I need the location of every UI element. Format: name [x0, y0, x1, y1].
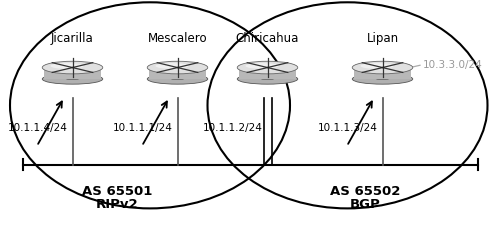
Text: AS 65501: AS 65501	[82, 185, 152, 198]
Text: Chiricahua: Chiricahua	[236, 32, 299, 45]
Ellipse shape	[147, 61, 208, 74]
Ellipse shape	[380, 67, 384, 68]
Ellipse shape	[147, 74, 208, 84]
Text: Lipan: Lipan	[366, 32, 398, 45]
Ellipse shape	[376, 77, 390, 80]
Text: Jicarilla: Jicarilla	[51, 32, 94, 45]
Text: 10.1.1.4/24: 10.1.1.4/24	[8, 123, 68, 133]
Text: 10.1.1.2/24: 10.1.1.2/24	[202, 123, 262, 133]
FancyBboxPatch shape	[44, 66, 102, 79]
Text: AS 65502: AS 65502	[330, 185, 400, 198]
Ellipse shape	[42, 74, 103, 84]
FancyBboxPatch shape	[148, 66, 206, 79]
Ellipse shape	[238, 61, 298, 74]
Ellipse shape	[50, 63, 84, 69]
Ellipse shape	[66, 77, 80, 80]
Text: Mescalero: Mescalero	[148, 32, 208, 45]
Ellipse shape	[360, 63, 394, 69]
FancyBboxPatch shape	[238, 66, 296, 79]
Text: RIPv2: RIPv2	[96, 199, 139, 211]
Ellipse shape	[176, 67, 180, 68]
Ellipse shape	[352, 61, 413, 74]
Ellipse shape	[156, 63, 188, 69]
Ellipse shape	[170, 77, 184, 80]
Text: 10.1.1.1/24: 10.1.1.1/24	[112, 123, 172, 133]
Text: BGP: BGP	[350, 199, 380, 211]
FancyBboxPatch shape	[354, 66, 412, 79]
Ellipse shape	[260, 77, 274, 80]
Ellipse shape	[352, 74, 413, 84]
Text: 10.1.1.3/24: 10.1.1.3/24	[318, 123, 378, 133]
Ellipse shape	[246, 63, 278, 69]
Ellipse shape	[238, 74, 298, 84]
Text: 10.3.3.0/24: 10.3.3.0/24	[422, 60, 482, 70]
Ellipse shape	[42, 61, 103, 74]
Ellipse shape	[70, 67, 74, 68]
Ellipse shape	[266, 67, 270, 68]
